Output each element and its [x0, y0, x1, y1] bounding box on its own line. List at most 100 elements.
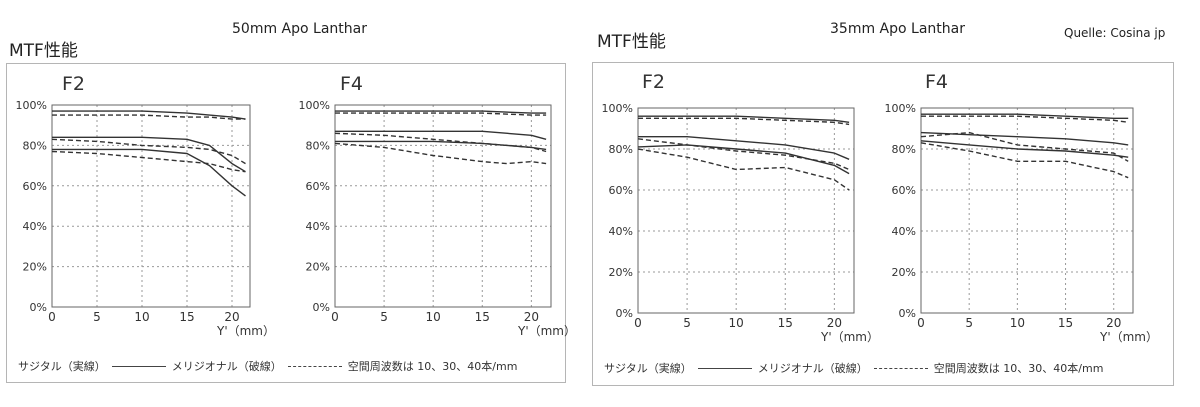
- sagittal-line: [335, 110, 547, 114]
- legend-solid-line: [111, 365, 166, 367]
- sagittal-line: [335, 140, 547, 151]
- x-tick-label: 15: [1058, 316, 1073, 330]
- meridional-line: [335, 112, 547, 116]
- x-axis-label: Y'（mm）: [1099, 330, 1158, 344]
- left-mtf-heading: MTF性能: [9, 41, 78, 61]
- plot-title: F2: [62, 73, 85, 95]
- plot-frame: [920, 107, 1134, 314]
- mtf-plot-1: F2 0% 20% 40% 60% 80% 100% 0 5 10 15 20Y'（mm）: [16, 73, 275, 338]
- y-tick-label: 40%: [609, 225, 633, 238]
- x-tick-label: 10: [729, 316, 744, 330]
- y-tick-label: 60%: [306, 180, 330, 193]
- plot-title: F4: [340, 73, 363, 95]
- y-tick-label: 100%: [885, 102, 916, 115]
- sagittal-line: [638, 135, 850, 160]
- y-tick-label: 60%: [23, 180, 47, 193]
- y-tick-label: 20%: [609, 266, 633, 279]
- x-tick-label: 10: [426, 310, 441, 324]
- source-credit: Quelle: Cosina jp: [1064, 26, 1166, 40]
- x-tick-label: 5: [683, 316, 691, 330]
- left-panel: [6, 63, 566, 383]
- x-tick-label: 20: [224, 310, 239, 324]
- legend-sagittal-label: サジタル（実線）: [18, 360, 106, 373]
- y-tick-label: 20%: [306, 261, 330, 274]
- meridional-line: [52, 114, 246, 120]
- plot-frame: [51, 104, 251, 308]
- sagittal-line: [920, 140, 1129, 158]
- right-mtf-heading: MTF性能: [597, 32, 666, 52]
- y-tick-label: 80%: [23, 139, 47, 152]
- x-tick-label: 20: [827, 316, 842, 330]
- y-tick-label: 80%: [892, 143, 916, 156]
- y-tick-label: 100%: [602, 102, 633, 115]
- y-tick-label: 0%: [30, 301, 47, 314]
- meridional-line: [51, 150, 246, 173]
- legend-dashed-line: [873, 367, 928, 369]
- y-tick-label: 40%: [892, 225, 916, 238]
- x-tick-label: 20: [1106, 316, 1121, 330]
- right-lens-title: 35mm Apo Lanthar: [830, 21, 965, 37]
- meridional-line: [637, 148, 850, 191]
- y-tick-label: 60%: [892, 184, 916, 197]
- left-lens-title: 50mm Apo Lanthar: [232, 21, 367, 37]
- y-tick-label: 100%: [299, 99, 330, 112]
- sagittal-line: [638, 115, 850, 123]
- legend-meridional-label: メリジオナル（破線）: [171, 360, 282, 373]
- left-legend: サジタル（実線） メリジオナル（破線） 空間周波数は 10、30、40本/mm: [18, 358, 517, 374]
- y-tick-label: 80%: [609, 143, 633, 156]
- x-tick-label: 0: [917, 316, 925, 330]
- meridional-line: [334, 142, 547, 165]
- legend-meridional-label: メリジオナル（破線）: [757, 362, 868, 375]
- meridional-line: [638, 117, 850, 126]
- mtf-plot-2: F4 0% 20% 40% 60% 80% 100% 0 5 10 15 20Y'（mm）: [299, 73, 576, 338]
- x-tick-label: 15: [179, 310, 194, 324]
- x-tick-label: 0: [634, 316, 642, 330]
- y-tick-label: 0%: [616, 307, 633, 320]
- legend-sagittal-label: サジタル（実線）: [604, 362, 692, 375]
- y-tick-label: 20%: [892, 266, 916, 279]
- x-axis-label: Y'（mm）: [216, 324, 275, 338]
- right-legend: サジタル（実線） メリジオナル（破線） 空間周波数は 10、30、40本/mm: [604, 360, 1103, 376]
- y-tick-label: 20%: [23, 261, 47, 274]
- y-tick-label: 100%: [16, 99, 47, 112]
- x-tick-label: 15: [475, 310, 490, 324]
- y-tick-label: 40%: [306, 220, 330, 233]
- plot-frame: [334, 104, 552, 308]
- legend-frequency-label: 空間周波数は 10、30、40本/mm: [933, 362, 1104, 375]
- y-tick-label: 60%: [609, 184, 633, 197]
- mtf-plot-4: F4 0% 20% 40% 60% 80% 100% 0 5 10 15 20Y'（mm）: [885, 71, 1158, 344]
- x-axis-label: Y'（mm）: [820, 330, 879, 344]
- sagittal-line: [52, 148, 246, 197]
- y-tick-label: 80%: [306, 139, 330, 152]
- legend-solid-line: [697, 367, 752, 369]
- x-tick-label: 0: [48, 310, 56, 324]
- sagittal-line: [52, 110, 246, 120]
- x-axis-label: Y'（mm）: [517, 324, 576, 338]
- meridional-line: [921, 115, 1129, 123]
- y-tick-label: 40%: [23, 220, 47, 233]
- x-tick-label: 5: [380, 310, 388, 324]
- plot-frame: [637, 107, 855, 314]
- x-tick-label: 10: [1010, 316, 1025, 330]
- x-tick-label: 5: [93, 310, 101, 324]
- meridional-line: [920, 142, 1129, 179]
- meridional-line: [920, 131, 1129, 162]
- x-tick-label: 15: [778, 316, 793, 330]
- mtf-plot-3: F2 0% 20% 40% 60% 80% 100% 0 5 10 15 20Y'（mm）: [602, 71, 879, 344]
- x-tick-label: 0: [331, 310, 339, 324]
- y-tick-label: 0%: [899, 307, 916, 320]
- sagittal-line: [335, 130, 547, 140]
- plot-title: F2: [642, 71, 665, 93]
- meridional-line: [334, 132, 547, 153]
- sagittal-line: [921, 113, 1129, 120]
- x-tick-label: 10: [134, 310, 149, 324]
- plot-title: F4: [925, 71, 948, 93]
- legend-frequency-label: 空間周波数は 10、30、40本/mm: [347, 360, 518, 373]
- x-tick-label: 20: [524, 310, 539, 324]
- legend-dashed-line: [287, 365, 342, 367]
- sagittal-line: [637, 144, 850, 175]
- x-tick-label: 5: [965, 316, 973, 330]
- sagittal-line: [52, 136, 246, 173]
- meridional-line: [637, 138, 850, 171]
